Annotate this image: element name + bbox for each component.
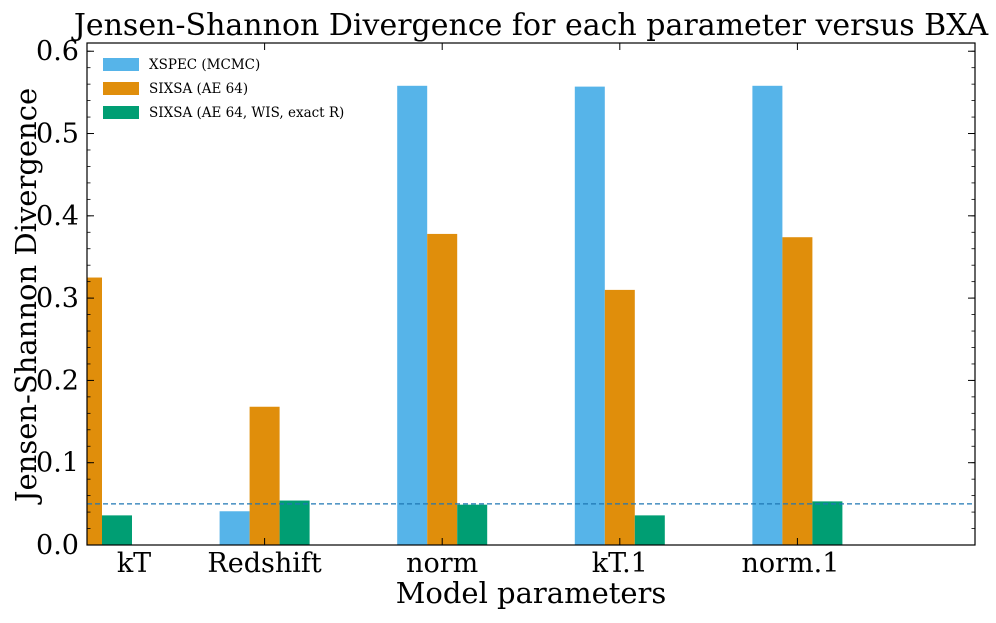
legend: XSPEC (MCMC) SIXSA (AE 64) SIXSA (AE 64, W…	[103, 57, 344, 121]
y-axis-label: Jensen-Shannon Divergence	[9, 88, 43, 505]
bar-Redshift-xspec-mcmc-	[219, 511, 250, 545]
bar-kT.1-sixsa-ae-64-	[604, 289, 635, 545]
plot-area: 0.0 0.1 0.2 0.3 0.4 0.5 0.6 kT Redshift norm kT.1…	[36, 36, 976, 579]
bar-norm-xspec-mcmc-	[397, 85, 428, 545]
legend-label: XSPEC (MCMC)	[149, 57, 260, 73]
x-tick-label-kT.1: kT.1	[592, 548, 648, 579]
x-tick-label-kT: kT	[117, 548, 151, 579]
bar-norm.1-xspec-mcmc-	[752, 85, 783, 545]
y-tick-label: 0.3	[36, 283, 79, 314]
bar-norm.1-sixsa-ae-64-wis-exact-r-	[812, 501, 843, 545]
x-axis-ticks: kT Redshift norm kT.1 norm.1	[86, 43, 839, 579]
y-tick-label: 0.4	[36, 201, 79, 232]
bar-Redshift-sixsa-ae-64-	[249, 406, 280, 545]
y-tick-label: 0.0	[36, 530, 79, 561]
y-axis-ticks: 0.0 0.1 0.2 0.3 0.4 0.5 0.6	[36, 36, 975, 561]
x-axis-label: Model parameters	[396, 576, 667, 610]
legend-label: SIXSA (AE 64)	[149, 81, 248, 97]
bars	[87, 85, 843, 545]
y-tick-label: 0.5	[36, 119, 79, 150]
legend-swatch	[103, 106, 139, 119]
legend-label: SIXSA (AE 64, WIS, exact R)	[149, 105, 344, 121]
bar-norm-sixsa-ae-64-	[427, 233, 458, 545]
bar-kT-sixsa-ae-64-wis-exact-r-	[102, 515, 132, 545]
legend-swatch	[103, 58, 139, 71]
bar-norm-sixsa-ae-64-wis-exact-r-	[457, 504, 488, 545]
bar-Redshift-sixsa-ae-64-wis-exact-r-	[279, 500, 310, 545]
minor-ticks	[87, 50, 975, 546]
bar-kT.1-sixsa-ae-64-wis-exact-r-	[634, 515, 665, 545]
x-tick-label-Redshift: Redshift	[207, 548, 321, 579]
bar-kT.1-xspec-mcmc-	[574, 86, 605, 545]
y-tick-label: 0.2	[36, 365, 79, 396]
chart-title: Jensen-Shannon Divergence for each param…	[71, 8, 989, 43]
legend-swatch	[103, 82, 139, 95]
bar-kT-sixsa-ae-64-	[87, 277, 102, 545]
plot-frame	[86, 42, 976, 546]
x-tick-label-norm.1: norm.1	[741, 548, 839, 579]
bar-norm.1-sixsa-ae-64-	[782, 237, 813, 545]
y-tick-label: 0.1	[36, 448, 79, 479]
x-tick-label-norm: norm	[406, 548, 478, 579]
y-tick-label: 0.6	[36, 36, 79, 67]
